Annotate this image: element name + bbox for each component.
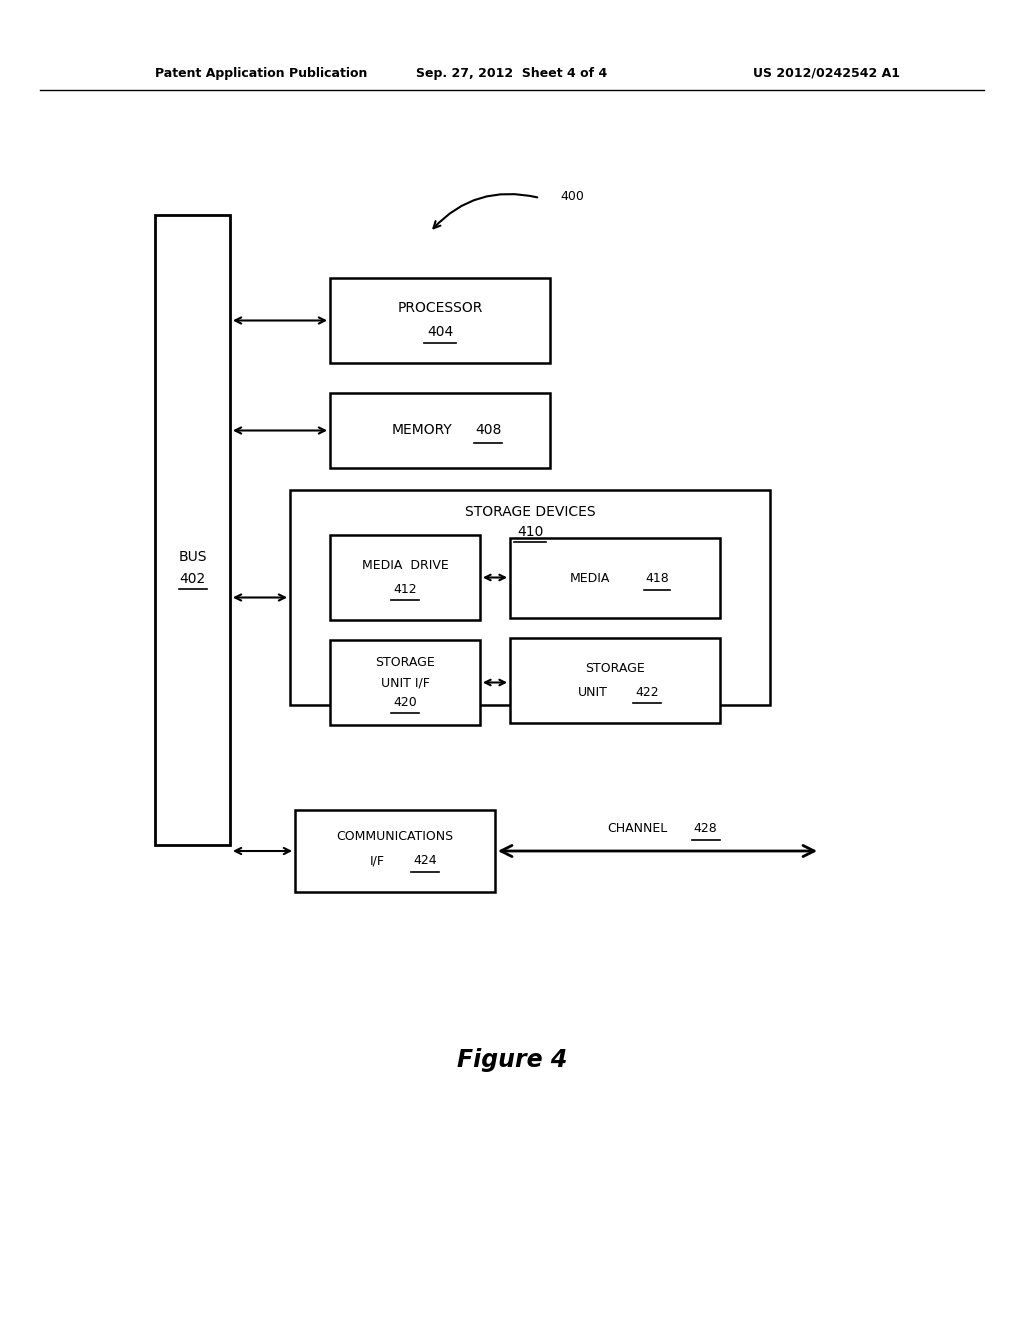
Text: BUS: BUS	[178, 550, 207, 564]
Text: PROCESSOR: PROCESSOR	[397, 301, 482, 315]
Text: MEDIA: MEDIA	[569, 572, 610, 585]
Text: 428: 428	[693, 822, 718, 836]
Text: 412: 412	[393, 583, 417, 597]
Bar	[510, 638, 720, 723]
Text: UNIT I/F: UNIT I/F	[381, 676, 429, 689]
Text: STORAGE: STORAGE	[375, 656, 435, 669]
Bar	[330, 535, 480, 620]
Text: STORAGE DEVICES: STORAGE DEVICES	[465, 506, 595, 519]
Bar	[330, 393, 550, 469]
Text: COMMUNICATIONS: COMMUNICATIONS	[337, 830, 454, 843]
Text: 424: 424	[414, 854, 437, 867]
Bar	[510, 539, 720, 618]
Text: UNIT: UNIT	[579, 686, 608, 700]
Text: Figure 4: Figure 4	[457, 1048, 567, 1072]
Bar	[290, 490, 770, 705]
Text: 418: 418	[645, 572, 669, 585]
Bar	[330, 640, 480, 725]
Text: STORAGE: STORAGE	[585, 663, 645, 675]
Text: 422: 422	[635, 686, 658, 700]
Text: Sep. 27, 2012  Sheet 4 of 4: Sep. 27, 2012 Sheet 4 of 4	[417, 66, 607, 79]
Text: MEMORY: MEMORY	[391, 424, 453, 437]
Text: 420: 420	[393, 696, 417, 709]
Text: I/F: I/F	[370, 854, 384, 867]
Text: US 2012/0242542 A1: US 2012/0242542 A1	[753, 66, 900, 79]
Bar	[155, 215, 230, 845]
Text: 404: 404	[427, 326, 454, 339]
Text: 400: 400	[560, 190, 584, 202]
Text: 410: 410	[517, 525, 543, 539]
Text: 402: 402	[179, 572, 206, 586]
Bar	[295, 810, 495, 892]
Text: CHANNEL: CHANNEL	[607, 822, 668, 836]
Text: Patent Application Publication: Patent Application Publication	[155, 66, 368, 79]
Bar	[330, 279, 550, 363]
Text: MEDIA  DRIVE: MEDIA DRIVE	[361, 558, 449, 572]
Text: 408: 408	[475, 424, 501, 437]
